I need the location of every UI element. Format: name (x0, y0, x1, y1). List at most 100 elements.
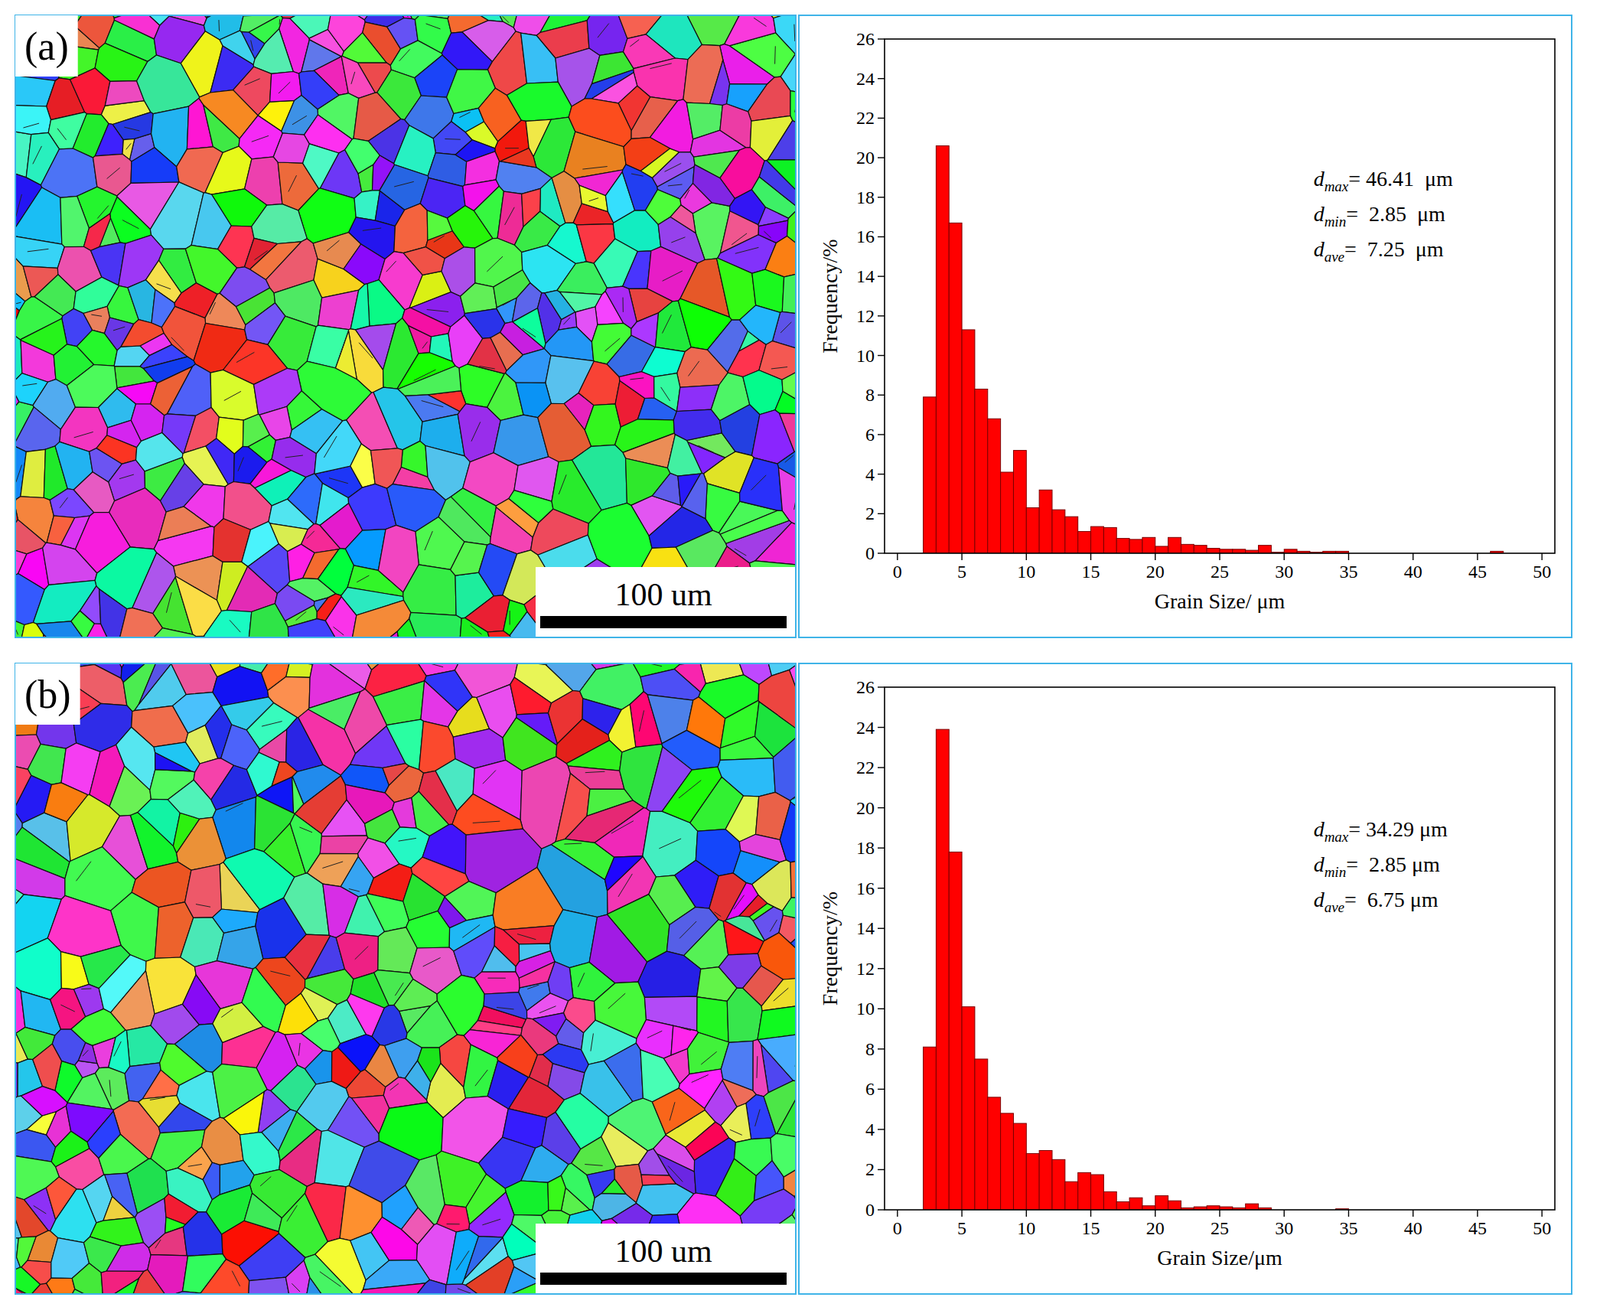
twin-boundary (472, 821, 501, 823)
annotation-var: d (1313, 887, 1326, 912)
twin-boundary (423, 958, 441, 967)
grain (335, 331, 358, 380)
y-tick-label: 12 (856, 958, 875, 979)
histogram-bar (961, 329, 975, 554)
grain (314, 597, 329, 612)
y-tick (877, 38, 885, 40)
grain (203, 609, 252, 638)
grain (170, 663, 218, 695)
grain (344, 894, 385, 936)
twin-boundary (155, 1239, 161, 1249)
y-tick-label: 16 (856, 226, 875, 247)
grain (654, 373, 681, 412)
histogram-bar (1129, 539, 1143, 554)
y-tick-label: 4 (865, 1119, 875, 1140)
panel-label-bg (15, 663, 81, 725)
grain (673, 409, 722, 440)
grain (566, 740, 623, 772)
twin-boundary (774, 45, 776, 64)
histogram-bar (1258, 545, 1272, 554)
histogram-bar (987, 418, 1001, 554)
x-tick (1283, 1209, 1285, 1217)
grain (259, 406, 292, 440)
grain (118, 607, 163, 638)
y-tick-label: 14 (856, 918, 875, 939)
twin-boundary (386, 260, 397, 272)
x-tick (1154, 1209, 1156, 1217)
twin-boundary (661, 314, 672, 333)
panel-label: (a) (24, 24, 69, 69)
y-tick (877, 552, 885, 554)
grain (426, 210, 453, 241)
y-tick-label: 0 (865, 1199, 875, 1220)
annotation-var: d (1313, 202, 1326, 226)
twin-boundary (74, 431, 94, 437)
histogram-bar (1168, 537, 1182, 554)
twin-boundary (426, 309, 449, 313)
twin-boundary (661, 387, 671, 401)
twin-boundary (462, 924, 480, 938)
histogram-bar (1193, 545, 1207, 554)
twin-boundary (33, 1205, 47, 1214)
grain (670, 205, 696, 234)
twin-boundary (629, 39, 639, 47)
grain (301, 1017, 341, 1052)
scale-bar-bg (535, 1223, 796, 1294)
twin-boundary (671, 237, 685, 243)
grain (110, 971, 155, 1031)
grain (251, 204, 308, 245)
histogram-bar (1013, 450, 1027, 554)
histogram-bar (1078, 531, 1092, 554)
y-tick (877, 156, 885, 158)
grain (594, 808, 650, 858)
grain (50, 1189, 97, 1243)
twin-boundary (664, 162, 682, 172)
twin-boundary (221, 1008, 233, 1017)
grain (34, 274, 76, 317)
y-tick-label: 22 (856, 107, 875, 128)
grain (720, 510, 789, 544)
x-tick-label: 40 (1404, 561, 1423, 582)
panel-frame (798, 15, 1572, 638)
grain (767, 120, 796, 160)
ebsd-map: (b)100 um (11, 659, 800, 1298)
ebsd-map: (a)100 um (11, 11, 800, 642)
twin-boundary (356, 575, 369, 583)
twin-boundary (496, 1006, 515, 1009)
histogram-bar (948, 222, 962, 554)
twin-boundary (622, 297, 624, 313)
grain (779, 801, 796, 863)
grain (73, 472, 115, 513)
grain (15, 1095, 43, 1135)
histogram-bar (935, 729, 949, 1210)
y-tick-label: 22 (856, 757, 875, 778)
grain (413, 1280, 447, 1295)
grain (15, 105, 52, 135)
twin-boundary (773, 987, 789, 1001)
grain (205, 438, 235, 485)
y-tick-label: 24 (856, 717, 875, 738)
y-tick-label: 4 (865, 464, 875, 485)
y-tick (877, 315, 885, 317)
twin-boundary (16, 194, 23, 217)
twin-boundary (292, 115, 307, 125)
grain (130, 812, 179, 870)
annotation-var: d (1313, 817, 1326, 841)
y-tick-label: 0 (865, 543, 875, 564)
grain (775, 391, 796, 414)
y-tick-label: 14 (856, 266, 875, 287)
twin-boundary (486, 256, 503, 272)
twin-boundary (260, 1176, 271, 1187)
twin-boundary (326, 240, 339, 251)
twin-boundary (91, 314, 102, 317)
map-background (15, 15, 796, 638)
twin-boundary (76, 861, 92, 882)
twin-boundary (399, 48, 411, 61)
grain (405, 1154, 446, 1225)
grain (557, 261, 607, 295)
grain (640, 148, 679, 178)
x-tick (1283, 553, 1285, 561)
grain (518, 943, 551, 962)
twin-boundary (584, 1164, 603, 1167)
y-tick-label: 24 (856, 68, 875, 89)
